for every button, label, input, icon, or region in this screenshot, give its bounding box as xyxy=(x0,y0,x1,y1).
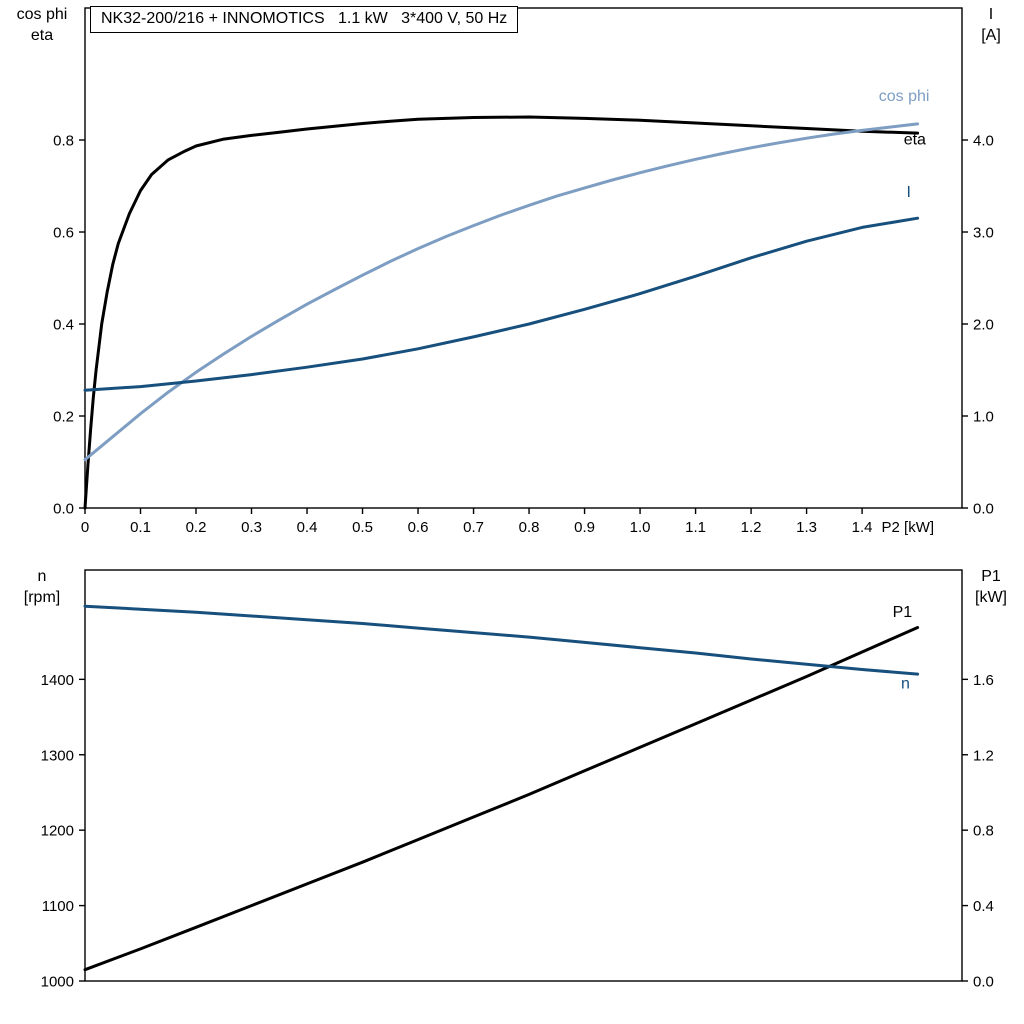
curve-P1 xyxy=(83,626,920,972)
lower-right-axis-title-line1: P1 xyxy=(981,568,1001,585)
lower-chart: 1000 1100 1200 1300 1400 0.0 0.4 0.8 1.2 1.6 P1 n xyxy=(41,569,994,991)
lower-left-axis-title: n [rpm] xyxy=(2,566,82,608)
x-axis-tick-label: 0.6 xyxy=(408,519,429,536)
left-axis-tick-label: 0.6 xyxy=(53,225,74,242)
left-axis-tick-label: 1300 xyxy=(41,747,74,764)
upper-right-axis-title-line1: I xyxy=(988,6,994,23)
chart-title-box: NK32-200/216 + INNOMOTICS 1.1 kW 3*400 V… xyxy=(90,6,519,33)
upper-right-axis-title: I [A] xyxy=(962,4,1020,46)
left-axis-tick-label: 0.2 xyxy=(53,409,74,426)
right-axis-tick-label: 0.0 xyxy=(973,501,994,518)
upper-left-axis-title-line1: cos phi xyxy=(16,6,68,23)
x-axis-tick-label: 1.3 xyxy=(796,519,817,536)
upper-left-axis-title-line2: eta xyxy=(30,27,54,44)
left-axis-tick-label: 0.8 xyxy=(53,133,74,150)
x-axis-unit-label: P2 [kW] xyxy=(882,519,935,536)
right-axis-tick-label: 0.0 xyxy=(973,974,994,991)
left-axis-tick-label: 0.0 xyxy=(53,501,74,518)
left-axis-tick-label: 0.4 xyxy=(53,317,74,334)
right-axis-tick-label: 1.6 xyxy=(973,672,994,689)
x-axis-tick-label: 0 xyxy=(81,519,89,536)
x-axis-tick-label: 0.1 xyxy=(130,519,151,536)
lower-left-axis-title-line2: [rpm] xyxy=(23,589,61,606)
series-label-n: n xyxy=(901,675,910,692)
plot-border xyxy=(84,569,963,982)
left-axis-tick-label: 1000 xyxy=(41,974,74,991)
right-axis-tick-label: 3.0 xyxy=(973,225,994,242)
x-axis-tick-label: 1.4 xyxy=(852,519,873,536)
right-axis-tick-label: 1.2 xyxy=(973,747,994,764)
right-axis-tick-label: 0.4 xyxy=(973,898,994,915)
x-axis-tick-label: 1.2 xyxy=(741,519,762,536)
x-axis-tick-label: 0.4 xyxy=(297,519,318,536)
x-axis-tick-label: 0.3 xyxy=(241,519,262,536)
curve-eta xyxy=(83,115,920,510)
x-axis-tick-label: 0.9 xyxy=(574,519,595,536)
series-label-P1: P1 xyxy=(893,604,913,621)
x-axis-tick-label: 0.5 xyxy=(352,519,373,536)
x-axis-tick-label: 0.2 xyxy=(186,519,207,536)
x-axis-tick-label: 0.7 xyxy=(463,519,484,536)
left-axis-tick-label: 1100 xyxy=(42,898,74,915)
right-axis-tick-label: 0.8 xyxy=(973,823,994,840)
upper-right-axis-title-line2: [A] xyxy=(981,27,1001,44)
curve-cos-phi xyxy=(83,122,920,462)
series-label-eta: eta xyxy=(904,132,926,149)
series-label-I: I xyxy=(906,184,910,201)
x-axis-tick-label: 0.8 xyxy=(519,519,540,536)
left-axis-tick-label: 1200 xyxy=(41,823,74,840)
curve-n xyxy=(83,604,920,676)
plot-border xyxy=(84,7,963,509)
lower-right-axis-title: P1 [kW] xyxy=(962,566,1020,608)
right-axis-tick-label: 2.0 xyxy=(973,317,994,334)
right-axis-tick-label: 4.0 xyxy=(973,133,994,150)
x-axis-tick-label: 1.1 xyxy=(685,519,706,536)
series-label-cos-phi: cos phi xyxy=(879,88,930,105)
x-axis-tick-label: 1.0 xyxy=(630,519,651,536)
left-axis-tick-label: 1400 xyxy=(41,672,74,689)
lower-right-axis-title-line2: [kW] xyxy=(975,589,1007,606)
upper-chart: 0.0 0.2 0.4 0.6 0.8 0.0 1.0 2.0 3.0 4.0 0 0.1 0.2 0.3… xyxy=(53,7,994,536)
upper-left-axis-title: cos phi eta xyxy=(2,4,82,46)
right-axis-tick-label: 1.0 xyxy=(973,409,994,426)
lower-left-axis-title-line1: n xyxy=(37,568,47,585)
curve-I xyxy=(83,216,920,392)
